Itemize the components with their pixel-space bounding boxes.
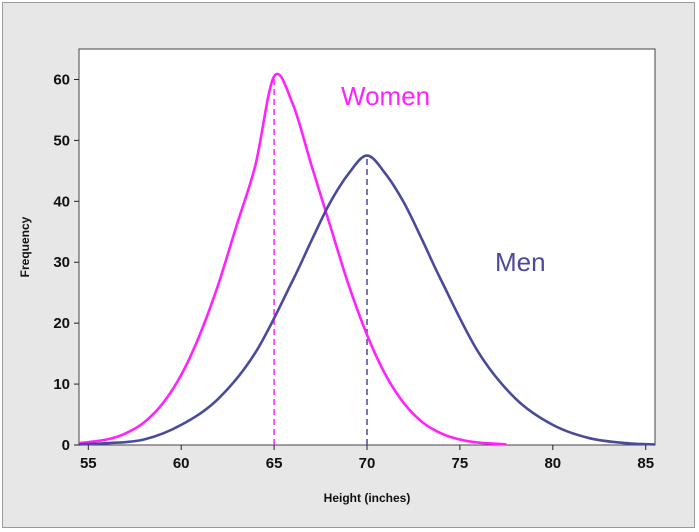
y-tick-label-20: 20 [53,315,70,332]
x-tick-label-70: 70 [359,455,376,472]
chart-svg: 55 60 65 70 75 80 85 0 10 20 30 40 50 60 Women Men Hei… [18,48,656,505]
series-labels: Women Men [341,81,546,277]
y-tick-label-0: 0 [62,437,70,454]
x-tick-label-85: 85 [637,455,654,472]
x-tick-label-65: 65 [266,455,283,472]
axes: 55 60 65 70 75 80 85 0 10 20 30 40 50 60 [53,71,654,472]
x-tick-label-75: 75 [452,455,469,472]
series-curves [78,72,656,446]
x-tick-label-80: 80 [544,455,561,472]
x-tick-label-55: 55 [80,455,97,472]
x-tick-label-60: 60 [173,455,190,472]
men-series-label: Men [495,247,546,277]
y-tick-label-40: 40 [53,193,70,210]
men-series-line [78,154,656,446]
y-tick-label-10: 10 [53,376,70,393]
y-tick-label-50: 50 [53,132,70,149]
y-tick-label-60: 60 [53,71,70,88]
mean-lines [273,76,368,445]
y-axis-title: Frequency [18,216,32,277]
women-series-line [78,72,507,446]
women-series-label: Women [341,81,430,111]
x-axis-title: Height (inches) [324,491,411,505]
y-tick-label-30: 30 [53,254,70,271]
